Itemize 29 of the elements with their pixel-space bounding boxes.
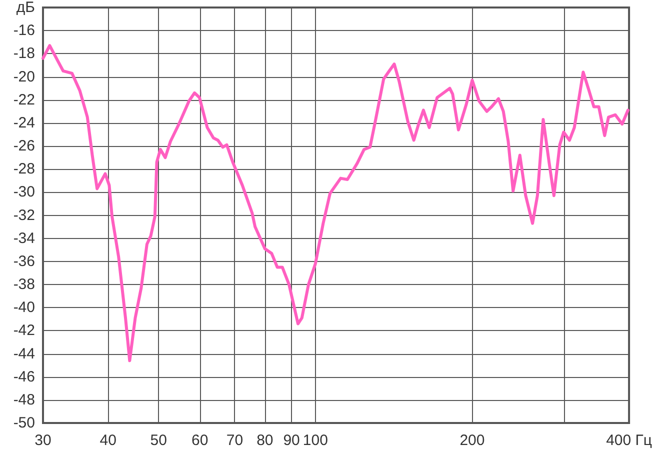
x-tick-label: 400 Гц [606, 432, 652, 449]
y-tick-label: -50 [13, 414, 35, 432]
x-tick-label: 40 [100, 432, 116, 449]
y-tick-label: -18 [13, 45, 35, 62]
y-tick-label: -30 [13, 184, 35, 201]
y-tick-label: -48 [13, 391, 35, 408]
y-tick-label: -26 [13, 138, 35, 154]
y-tick-label: -16 [13, 22, 35, 40]
y-tick-label: -20 [13, 68, 35, 86]
y-tick-label: -36 [13, 252, 35, 270]
x-tick-label: 30 [34, 432, 52, 449]
y-tick-label: -28 [13, 160, 35, 178]
y-tick-label: -44 [13, 345, 35, 362]
y-tick-label: -46 [13, 368, 35, 386]
y-tick-label: -42 [13, 322, 35, 340]
x-tick-label: 70 [226, 432, 244, 449]
y-tick-label: -40 [13, 299, 35, 316]
x-tick-label: 100 [302, 432, 328, 449]
y-tick-label: -32 [13, 206, 35, 224]
y-tick-label: -24 [13, 114, 35, 132]
y-tick-label: -38 [13, 276, 35, 293]
x-tick-label: 50 [150, 432, 167, 449]
y-tick-label: -34 [13, 230, 35, 247]
x-tick-label: 60 [191, 432, 208, 449]
x-tick-label: 90 [283, 432, 300, 449]
y-tick-label: дБ [16, 0, 36, 16]
y-tick-label: -22 [13, 91, 35, 108]
x-tick-label: 200 [460, 432, 485, 449]
x-tick-label: 80 [256, 432, 274, 449]
